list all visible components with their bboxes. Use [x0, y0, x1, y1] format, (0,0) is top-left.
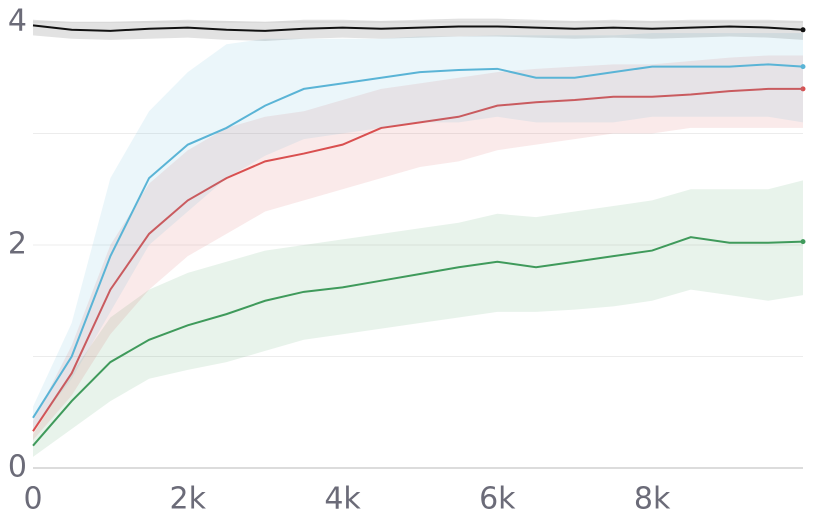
x-tick-label: 0 — [23, 482, 42, 517]
y-tick-label: 0 — [8, 450, 27, 485]
line — [32, 63, 804, 419]
end-dot — [800, 86, 806, 92]
line — [32, 87, 803, 432]
band — [33, 55, 803, 441]
band — [33, 33, 803, 429]
x-tick-label: 4k — [324, 482, 361, 517]
y-tick-label: 4 — [8, 4, 27, 39]
x-tick-label: 8k — [634, 482, 671, 517]
y-tick-label: 2 — [8, 227, 27, 262]
end-dot — [800, 64, 806, 70]
end-dot — [800, 239, 806, 245]
band — [33, 18, 803, 41]
x-tick-label: 2k — [170, 482, 207, 517]
line — [32, 24, 804, 32]
line — [32, 236, 804, 447]
end-dot — [800, 27, 806, 33]
band — [33, 180, 803, 457]
x-tick-label: 6k — [479, 482, 516, 517]
